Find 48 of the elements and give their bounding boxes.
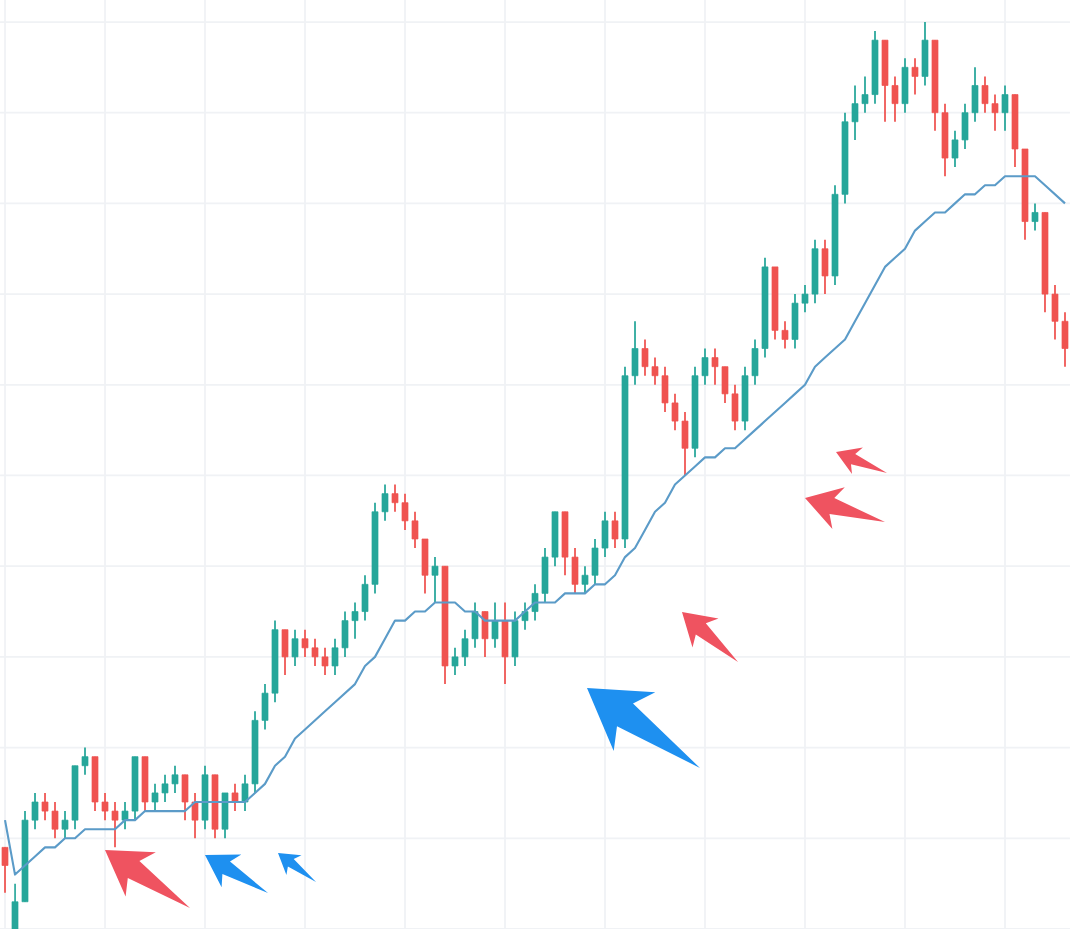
candlestick bbox=[411, 510, 419, 549]
candlestick bbox=[311, 637, 319, 667]
candlestick bbox=[1001, 84, 1009, 132]
candlestick bbox=[161, 773, 169, 803]
candlestick bbox=[431, 556, 439, 604]
candlestick bbox=[611, 510, 619, 549]
candlestick bbox=[581, 565, 589, 595]
candlestick bbox=[891, 75, 899, 123]
candlestick bbox=[351, 601, 359, 640]
candlestick bbox=[291, 628, 299, 667]
candlestick bbox=[851, 84, 859, 141]
candlestick bbox=[1031, 202, 1039, 232]
candlestick bbox=[241, 773, 249, 812]
candlestick bbox=[231, 782, 239, 812]
candlestick bbox=[951, 129, 959, 168]
candlestick bbox=[191, 792, 199, 840]
candlestick bbox=[111, 801, 119, 849]
candlestick bbox=[711, 347, 719, 386]
candlestick bbox=[491, 601, 499, 649]
candlestick bbox=[331, 637, 339, 676]
candlestick bbox=[641, 338, 649, 377]
candlestick bbox=[701, 347, 709, 386]
candlestick bbox=[861, 75, 869, 114]
candlestick bbox=[61, 810, 69, 840]
candlestick bbox=[101, 792, 109, 822]
candlestick bbox=[381, 483, 389, 522]
candlestick bbox=[31, 792, 39, 831]
candlestick bbox=[51, 801, 59, 840]
candlestick bbox=[41, 792, 49, 822]
candlestick bbox=[651, 356, 659, 386]
candlestick bbox=[391, 483, 399, 513]
candlestick bbox=[981, 75, 989, 114]
candlestick bbox=[321, 646, 329, 676]
candlestick bbox=[911, 57, 919, 96]
candlestick bbox=[671, 392, 679, 432]
candlestick bbox=[121, 801, 129, 831]
candlestick bbox=[171, 764, 179, 794]
candlestick bbox=[301, 628, 309, 658]
candlestick bbox=[801, 284, 809, 314]
candlestick bbox=[1, 846, 9, 894]
candlestick bbox=[781, 320, 789, 350]
candlestick bbox=[401, 492, 409, 531]
candlestick bbox=[451, 646, 459, 676]
candlestick bbox=[461, 628, 469, 667]
candlestick bbox=[151, 782, 159, 812]
candlestick bbox=[521, 601, 529, 631]
candlestick bbox=[991, 93, 999, 132]
candlestick bbox=[81, 746, 89, 776]
